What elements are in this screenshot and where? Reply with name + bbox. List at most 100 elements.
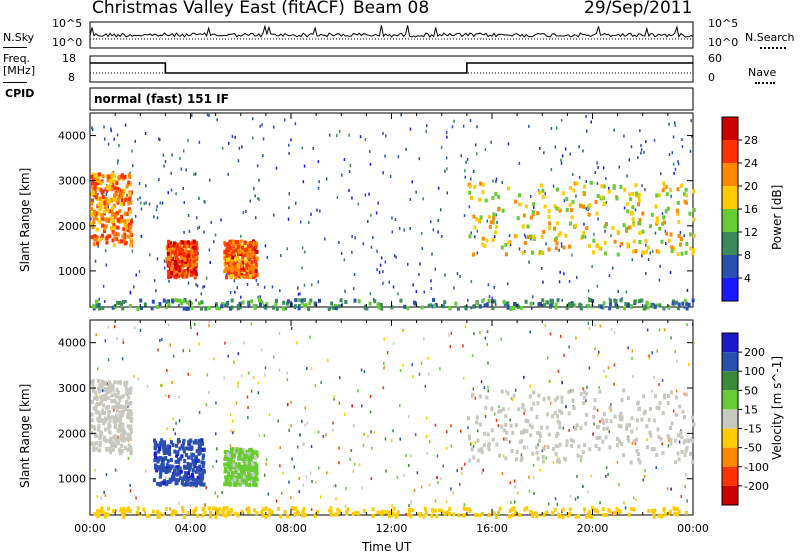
echo-pixel <box>300 298 304 303</box>
echo-pixel <box>169 241 173 246</box>
echo-pixel <box>638 217 642 222</box>
echo-pixel <box>238 305 242 310</box>
echo-pixel <box>116 418 120 423</box>
noise-pixel <box>585 179 588 183</box>
noise-pixel <box>363 370 366 374</box>
noise-pixel <box>532 463 535 467</box>
echo-pixel <box>249 479 253 484</box>
echo-pixel <box>637 457 641 462</box>
noise-pixel <box>317 280 320 284</box>
echo-pixel <box>125 392 129 397</box>
echo-pixel <box>250 451 254 456</box>
echo-pixel <box>551 446 555 451</box>
echo-pixel <box>327 307 331 311</box>
noise-pixel <box>541 449 544 453</box>
echo-pixel <box>666 206 670 211</box>
noise-pixel <box>110 127 112 131</box>
echo-pixel <box>179 456 183 461</box>
colorbar-segment <box>722 371 738 391</box>
noise-pixel <box>446 167 448 171</box>
echo-pixel <box>443 511 447 516</box>
noise-pixel <box>215 459 218 463</box>
echo-pixel <box>249 244 253 248</box>
echo-pixel <box>227 243 231 248</box>
noise-pixel <box>472 387 474 391</box>
noise-pixel <box>408 415 410 419</box>
noise-pixel <box>235 401 238 405</box>
noise-pixel <box>514 485 516 489</box>
noise-pixel <box>576 275 578 279</box>
echo-pixel <box>569 185 572 190</box>
echo-pixel <box>272 305 275 310</box>
echo-pixel <box>622 388 626 393</box>
echo-pixel <box>478 304 482 309</box>
freq-series <box>90 62 693 74</box>
echo-pixel <box>649 433 653 438</box>
noise-pixel <box>127 404 129 408</box>
noise-pixel <box>336 196 339 199</box>
echo-pixel <box>477 218 481 223</box>
echo-pixel <box>662 215 666 220</box>
noise-pixel <box>336 134 338 138</box>
echo-pixel <box>95 395 99 400</box>
noise-pixel <box>599 324 602 328</box>
echo-pixel <box>178 466 182 471</box>
echo-pixel <box>167 299 171 304</box>
echo-pixel <box>547 432 551 437</box>
echo-pixel <box>619 298 623 303</box>
echo-pixel <box>115 388 119 392</box>
noise-pixel <box>442 464 444 468</box>
noise-pixel <box>689 149 692 153</box>
echo-pixel <box>122 188 126 193</box>
echo-pixel <box>113 399 117 404</box>
echo-pixel <box>536 430 540 435</box>
noise-pixel <box>178 395 180 399</box>
echo-pixel <box>512 506 516 511</box>
noise-pixel <box>661 212 664 216</box>
echo-pixel <box>598 304 601 309</box>
noise-pixel <box>533 205 535 209</box>
echo-pixel <box>564 457 568 462</box>
echo-pixel <box>122 510 126 515</box>
echo-pixel <box>180 255 184 260</box>
noise-pixel <box>228 141 230 145</box>
echo-pixel <box>255 511 259 516</box>
echo-pixel <box>514 234 518 239</box>
echo-pixel <box>202 460 206 465</box>
echo-pixel <box>214 511 218 516</box>
echo-pixel <box>248 270 252 275</box>
echo-pixel <box>194 506 198 511</box>
echo-pixel <box>495 224 498 229</box>
echo-pixel <box>627 438 631 443</box>
echo-pixel <box>652 447 656 452</box>
echo-pixel <box>522 445 526 450</box>
echo-pixel <box>675 300 678 305</box>
noise-pixel <box>480 380 483 384</box>
echo-pixel <box>116 186 120 191</box>
noise-pixel <box>369 150 371 153</box>
echo-pixel <box>122 506 126 511</box>
noise-pixel <box>673 171 675 175</box>
noise-pixel <box>476 125 478 129</box>
echo-pixel <box>673 507 677 512</box>
noise-pixel <box>161 201 164 205</box>
echo-pixel <box>608 445 612 450</box>
noise-pixel <box>233 429 235 433</box>
echo-pixel <box>243 240 247 245</box>
echo-pixel <box>116 300 120 305</box>
echo-pixel <box>91 181 94 186</box>
echo-pixel <box>371 513 375 518</box>
echo-pixel <box>129 419 133 424</box>
noise-pixel <box>410 454 412 458</box>
echo-pixel <box>252 265 256 270</box>
echo-pixel <box>113 174 117 179</box>
echo-pixel <box>510 507 514 512</box>
colorbar-segment <box>722 163 738 186</box>
echo-pixel <box>660 513 664 518</box>
noise-pixel <box>282 471 284 475</box>
echo-pixel <box>689 451 692 456</box>
noise-pixel <box>396 475 399 479</box>
echo-pixel <box>106 201 110 206</box>
noise-pixel <box>174 432 176 436</box>
echo-pixel <box>129 424 133 429</box>
